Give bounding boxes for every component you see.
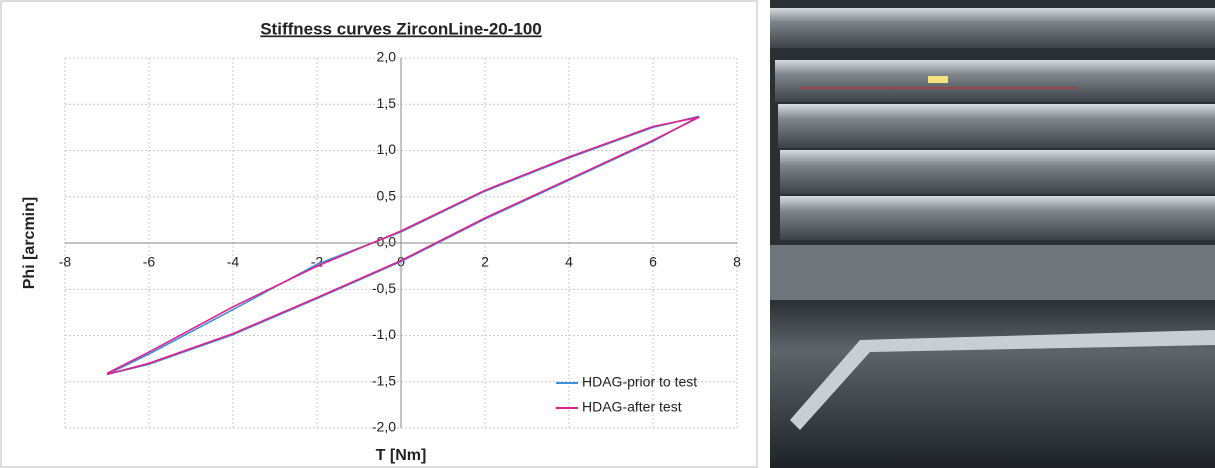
x-tick-label: 2 <box>481 254 489 270</box>
y-tick-label: 2,0 <box>377 49 397 65</box>
x-tick-label: -4 <box>227 254 240 270</box>
x-tick-label: 4 <box>565 254 573 270</box>
x-axis-label: T [Nm] <box>376 447 427 464</box>
x-tick-label: 6 <box>649 254 657 270</box>
y-tick-label: -0,5 <box>372 280 396 296</box>
page: Stiffness curves ZirconLine-20-100 T [Nm… <box>0 0 1215 468</box>
chart-title: Stiffness curves ZirconLine-20-100 <box>260 19 542 38</box>
x-tick-label: 8 <box>733 254 741 270</box>
y-tick-label: 1,5 <box>377 95 397 111</box>
legend-label: HDAG-prior to test <box>582 374 697 390</box>
y-tick-label: -2,0 <box>372 419 396 435</box>
y-tick-label: 0,0 <box>377 234 397 250</box>
legend-label: HDAG-after test <box>582 399 682 415</box>
y-tick-label: -1,5 <box>372 372 396 388</box>
y-tick-label: 0,5 <box>377 187 397 203</box>
x-tick-label: -8 <box>59 254 72 270</box>
x-tick-label: -6 <box>143 254 156 270</box>
y-tick-label: -1,0 <box>372 326 396 342</box>
y-tick-label: 1,0 <box>377 141 397 157</box>
photo <box>770 0 1215 468</box>
y-axis-label: Phi [arcmin] <box>21 197 38 289</box>
